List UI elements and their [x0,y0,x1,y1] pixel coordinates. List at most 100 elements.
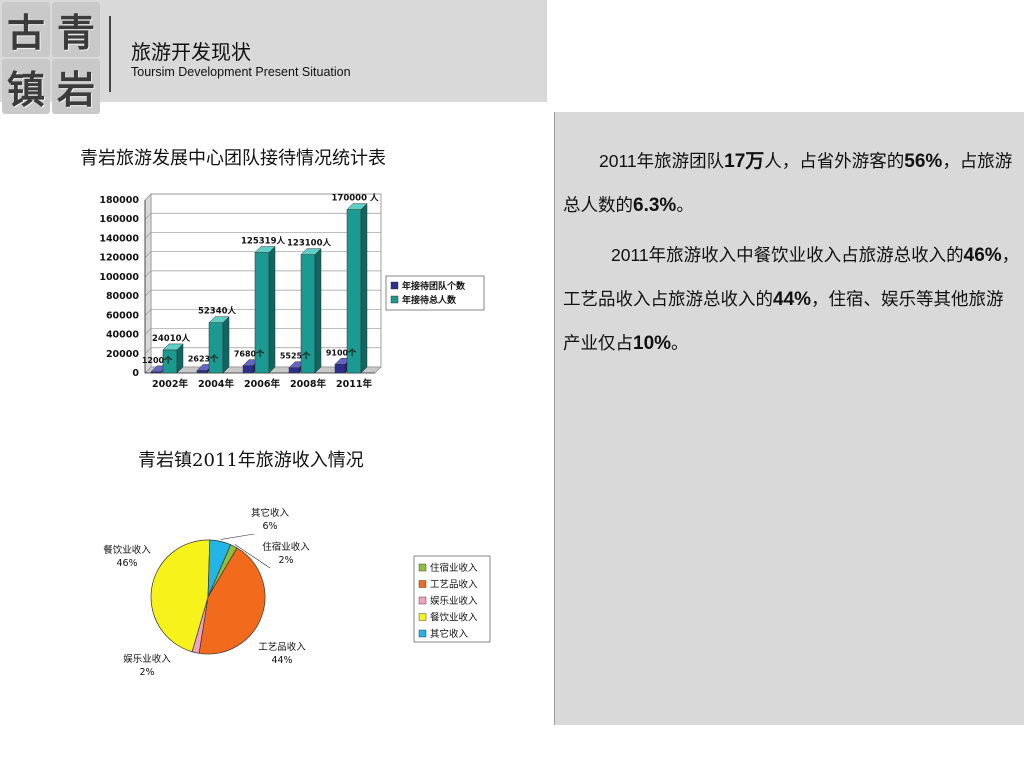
highlight-figure: 56% [904,151,943,172]
gridline [144,328,152,335]
legend-swatch [418,613,427,621]
gridline [144,309,152,316]
bar-visitor-total-top [254,246,276,253]
data-label: 9100个 [326,347,357,357]
pie-label: 工艺品收入 [258,641,306,653]
legend-label: 年接待总人数 [402,294,457,306]
bar-visitor-total-top [346,203,368,210]
pie-slice [207,539,232,598]
pie-slice [198,547,266,655]
bar-visitor-total-side [314,248,322,374]
paragraph-text: ，占旅游总人数的 [563,152,1013,216]
leader-line [234,544,271,569]
page-subtitle: Toursim Development Present Situation [131,65,351,79]
bar-visitor-total-top [208,316,230,323]
legend-box [385,275,485,311]
data-label: 125319人 [241,236,285,247]
pie-label: 娱乐业收入 [123,653,171,665]
y-tick-label: 0 [132,368,139,379]
bar-team-count [334,364,346,374]
x-tick-label: 2011年 [336,378,372,390]
data-label: 5525个 [280,351,311,361]
y-tick-label: 160000 [99,214,139,225]
pie-percent-label: 2% [139,667,154,678]
gridline [144,193,152,201]
pie-label: 其它收入 [251,507,290,519]
paragraph-text: 。 [671,334,689,354]
bar-visitor-total-side [268,245,276,374]
bar-chart: 0 20000 40000 60000 80000 100000 120000 140000 1… [99,193,485,390]
legend-label: 住宿业收入 [430,562,478,574]
paragraph-text: ，住宿、娱乐等其他旅游产业仅占 [563,290,1004,354]
legend-swatch [418,629,427,638]
leader-line [220,533,255,540]
gridline [144,251,152,258]
pie-percent-label: 2% [278,555,293,566]
bar-visitor-total-side [222,316,230,374]
legend-label: 其它收入 [430,628,469,640]
page-title: 旅游开发现状 [131,40,251,64]
y-tick-label: 40000 [106,330,139,341]
pie-slice [150,539,211,653]
pie-label: 住宿业收入 [262,541,310,553]
bar-team-count [196,370,208,374]
paragraph-text: ，工艺品收入占旅游总收入的 [563,246,1020,310]
paragraph-text: 2011 [599,151,637,171]
legend-box [413,555,491,643]
legend-swatch [418,563,427,572]
data-label: 1200个 [142,355,173,365]
x-tick-label: 2006年 [244,378,280,390]
paragraph-text: 年旅游收入中餐饮业收入占旅游总收入的 [648,246,964,266]
legend-swatch [418,580,427,588]
bar-visitor-total-top [162,343,184,351]
gridline [144,232,152,239]
highlight-figure: 17万 [724,151,765,172]
legend-label: 娱乐业收入 [430,595,478,607]
bar-visitor-total-top [300,248,322,255]
y-tick-label: 20000 [106,349,139,360]
highlight-figure: 6.3% [633,195,677,216]
gridline [144,270,152,278]
highlight-figure: 10% [633,333,672,354]
gridline [144,347,152,355]
plot-side-wall [144,193,152,374]
pie-label: 餐饮业收入 [103,544,151,556]
x-tick-label: 2002年 [152,378,188,390]
data-label: 24010人 [152,333,191,344]
legend-swatch [418,596,427,605]
pie-percent-label: 46% [116,558,137,569]
paragraph-text: 。 [676,196,694,216]
data-label: 2623个 [188,353,219,363]
highlight-figure: 44% [773,289,812,310]
pie-chart: 住宿业收入 2% 工艺品收入 44% 娱乐业收入 2% 餐饮业收入 46% 其它收入 6% 住宿业收… [103,507,491,678]
x-tick-label: 2004年 [198,378,234,390]
paragraph-text: 人，占省外游客的 [764,152,905,172]
y-tick-label: 120000 [99,253,139,264]
data-label: 123100人 [287,238,331,249]
legend-swatch [390,295,399,304]
logo-char: 青 [52,2,100,57]
legend-label: 餐饮业收入 [430,612,478,624]
y-tick-label: 80000 [106,291,139,302]
data-label: 170000 人 [332,193,379,204]
legend-swatch [390,281,399,290]
highlight-figure: 46% [963,245,1002,266]
logo-char: 镇 [2,59,50,114]
header-banner: 古 青 镇 岩 旅游开发现状 Toursim Development Prese… [0,0,547,114]
y-tick-label: 60000 [106,310,139,321]
header-divider [109,16,111,92]
bar-visitor-total [208,322,224,374]
legend-label: 工艺品收入 [430,579,478,591]
paragraph-text: 2011 [611,245,649,265]
logo-char: 古 [2,2,50,57]
paragraph-text: 年旅游团队 [636,152,725,172]
gridline [144,366,152,374]
pie-chart-title: 青岩镇2011年旅游收入情况 [138,450,364,471]
gridline [144,212,152,220]
description-panel: 2011年旅游团队17万人，占省外游客的56%，占旅游总人数的6.3%。 201… [554,112,1024,725]
y-tick-label: 140000 [99,233,139,244]
x-tick-label: 2008年 [290,378,326,390]
gridline [144,289,152,297]
logo: 古 青 镇 岩 [2,2,100,114]
y-tick-label: 100000 [99,272,139,283]
